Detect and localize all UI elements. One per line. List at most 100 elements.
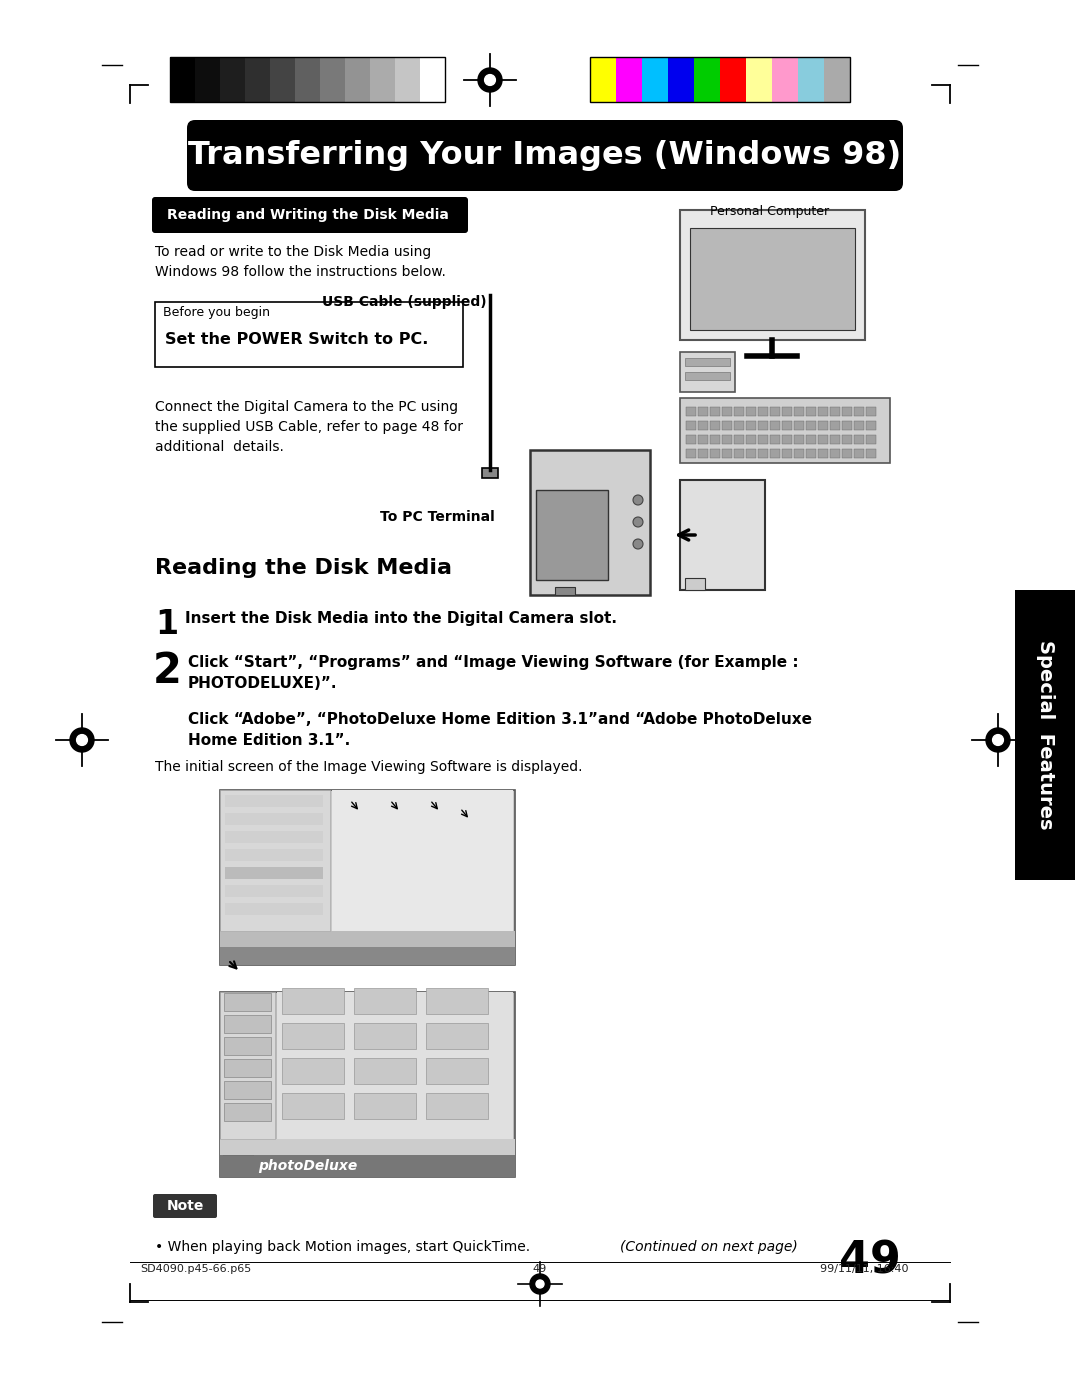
Text: Note: Note	[166, 1199, 204, 1213]
Bar	[225, 849, 323, 861]
Bar	[710, 420, 720, 430]
Bar	[282, 1058, 345, 1084]
Bar	[798, 57, 824, 102]
Bar	[270, 57, 295, 102]
Bar	[710, 434, 720, 444]
Text: The initial screen of the Image Viewing Software is displayed.: The initial screen of the Image Viewing …	[156, 760, 582, 774]
Bar	[225, 813, 323, 826]
Bar	[220, 1155, 515, 1178]
Bar	[698, 407, 708, 416]
Bar	[295, 57, 320, 102]
Text: Before you begin: Before you begin	[163, 306, 270, 319]
Bar	[370, 57, 395, 102]
Bar	[746, 434, 756, 444]
Text: 49: 49	[532, 1264, 548, 1274]
Bar	[426, 1092, 488, 1119]
Bar	[420, 57, 445, 102]
Bar	[746, 57, 772, 102]
Bar	[694, 57, 720, 102]
Text: Connect the Digital Camera to the PC using
the supplied USB Cable, refer to page: Connect the Digital Camera to the PC usi…	[156, 400, 463, 454]
Bar	[698, 448, 708, 458]
Text: Reading and Writing the Disk Media: Reading and Writing the Disk Media	[167, 208, 449, 222]
Bar	[758, 407, 768, 416]
Bar	[530, 450, 650, 595]
Circle shape	[633, 539, 643, 549]
Bar	[746, 420, 756, 430]
Bar	[746, 407, 756, 416]
Bar	[842, 448, 852, 458]
Bar	[782, 407, 792, 416]
Bar	[220, 1139, 515, 1155]
Bar	[854, 420, 864, 430]
Circle shape	[485, 74, 496, 85]
Bar	[854, 448, 864, 458]
Text: Special  Features: Special Features	[1036, 640, 1054, 830]
Bar	[345, 57, 370, 102]
Bar	[866, 448, 876, 458]
Bar	[669, 57, 694, 102]
Bar	[842, 407, 852, 416]
Text: To PC Terminal: To PC Terminal	[380, 510, 495, 524]
Bar	[220, 992, 515, 1178]
Text: Set the POWER Switch to PC.: Set the POWER Switch to PC.	[165, 332, 429, 348]
Text: Reading the Disk Media: Reading the Disk Media	[156, 557, 453, 578]
Bar	[156, 302, 463, 367]
Bar	[806, 420, 816, 430]
Bar	[282, 1023, 345, 1049]
Text: 49: 49	[839, 1241, 901, 1282]
FancyBboxPatch shape	[153, 1194, 217, 1218]
Bar	[758, 448, 768, 458]
Bar	[854, 407, 864, 416]
Circle shape	[986, 728, 1010, 752]
Bar	[770, 420, 780, 430]
Bar	[685, 578, 705, 590]
Bar	[818, 407, 828, 416]
Text: Personal Computer: Personal Computer	[710, 205, 829, 218]
Bar	[770, 434, 780, 444]
Text: Click “Adobe”, “PhotoDeluxe Home Edition 3.1”and “Adobe PhotoDeluxe
Home Edition: Click “Adobe”, “PhotoDeluxe Home Edition…	[188, 712, 812, 747]
Bar	[282, 988, 345, 1014]
Bar	[686, 420, 696, 430]
Bar	[354, 1023, 416, 1049]
Bar	[710, 448, 720, 458]
Bar	[590, 57, 616, 102]
Bar	[220, 789, 330, 930]
Text: • When playing back Motion images, start QuickTime.: • When playing back Motion images, start…	[156, 1241, 530, 1255]
Bar	[758, 420, 768, 430]
Bar	[723, 420, 732, 430]
Bar	[555, 587, 575, 595]
Text: (Continued on next page): (Continued on next page)	[620, 1241, 798, 1255]
Bar	[818, 420, 828, 430]
Bar	[225, 886, 323, 897]
Bar	[276, 992, 513, 1139]
Bar	[734, 420, 744, 430]
Bar	[831, 434, 840, 444]
Bar	[686, 434, 696, 444]
FancyBboxPatch shape	[152, 197, 468, 233]
Bar	[354, 988, 416, 1014]
Bar	[680, 481, 765, 590]
Text: SD4090.p45-66.p65: SD4090.p45-66.p65	[140, 1264, 252, 1274]
Bar	[225, 831, 323, 842]
Bar	[794, 434, 804, 444]
Bar	[225, 795, 323, 807]
Text: Transferring Your Images (Windows 98): Transferring Your Images (Windows 98)	[188, 140, 902, 170]
Bar	[734, 448, 744, 458]
Bar	[686, 407, 696, 416]
Bar	[354, 1092, 416, 1119]
Bar	[642, 57, 669, 102]
Bar	[245, 57, 270, 102]
Bar	[831, 420, 840, 430]
Bar	[734, 407, 744, 416]
Bar	[806, 448, 816, 458]
Bar	[824, 57, 850, 102]
Bar	[818, 448, 828, 458]
Bar	[220, 930, 515, 947]
Bar	[224, 993, 271, 1011]
Text: To read or write to the Disk Media using
Windows 98 follow the instructions belo: To read or write to the Disk Media using…	[156, 244, 446, 279]
Bar	[220, 57, 245, 102]
Circle shape	[530, 1274, 550, 1294]
Bar	[590, 57, 850, 102]
Bar	[225, 868, 323, 879]
FancyBboxPatch shape	[187, 120, 903, 191]
